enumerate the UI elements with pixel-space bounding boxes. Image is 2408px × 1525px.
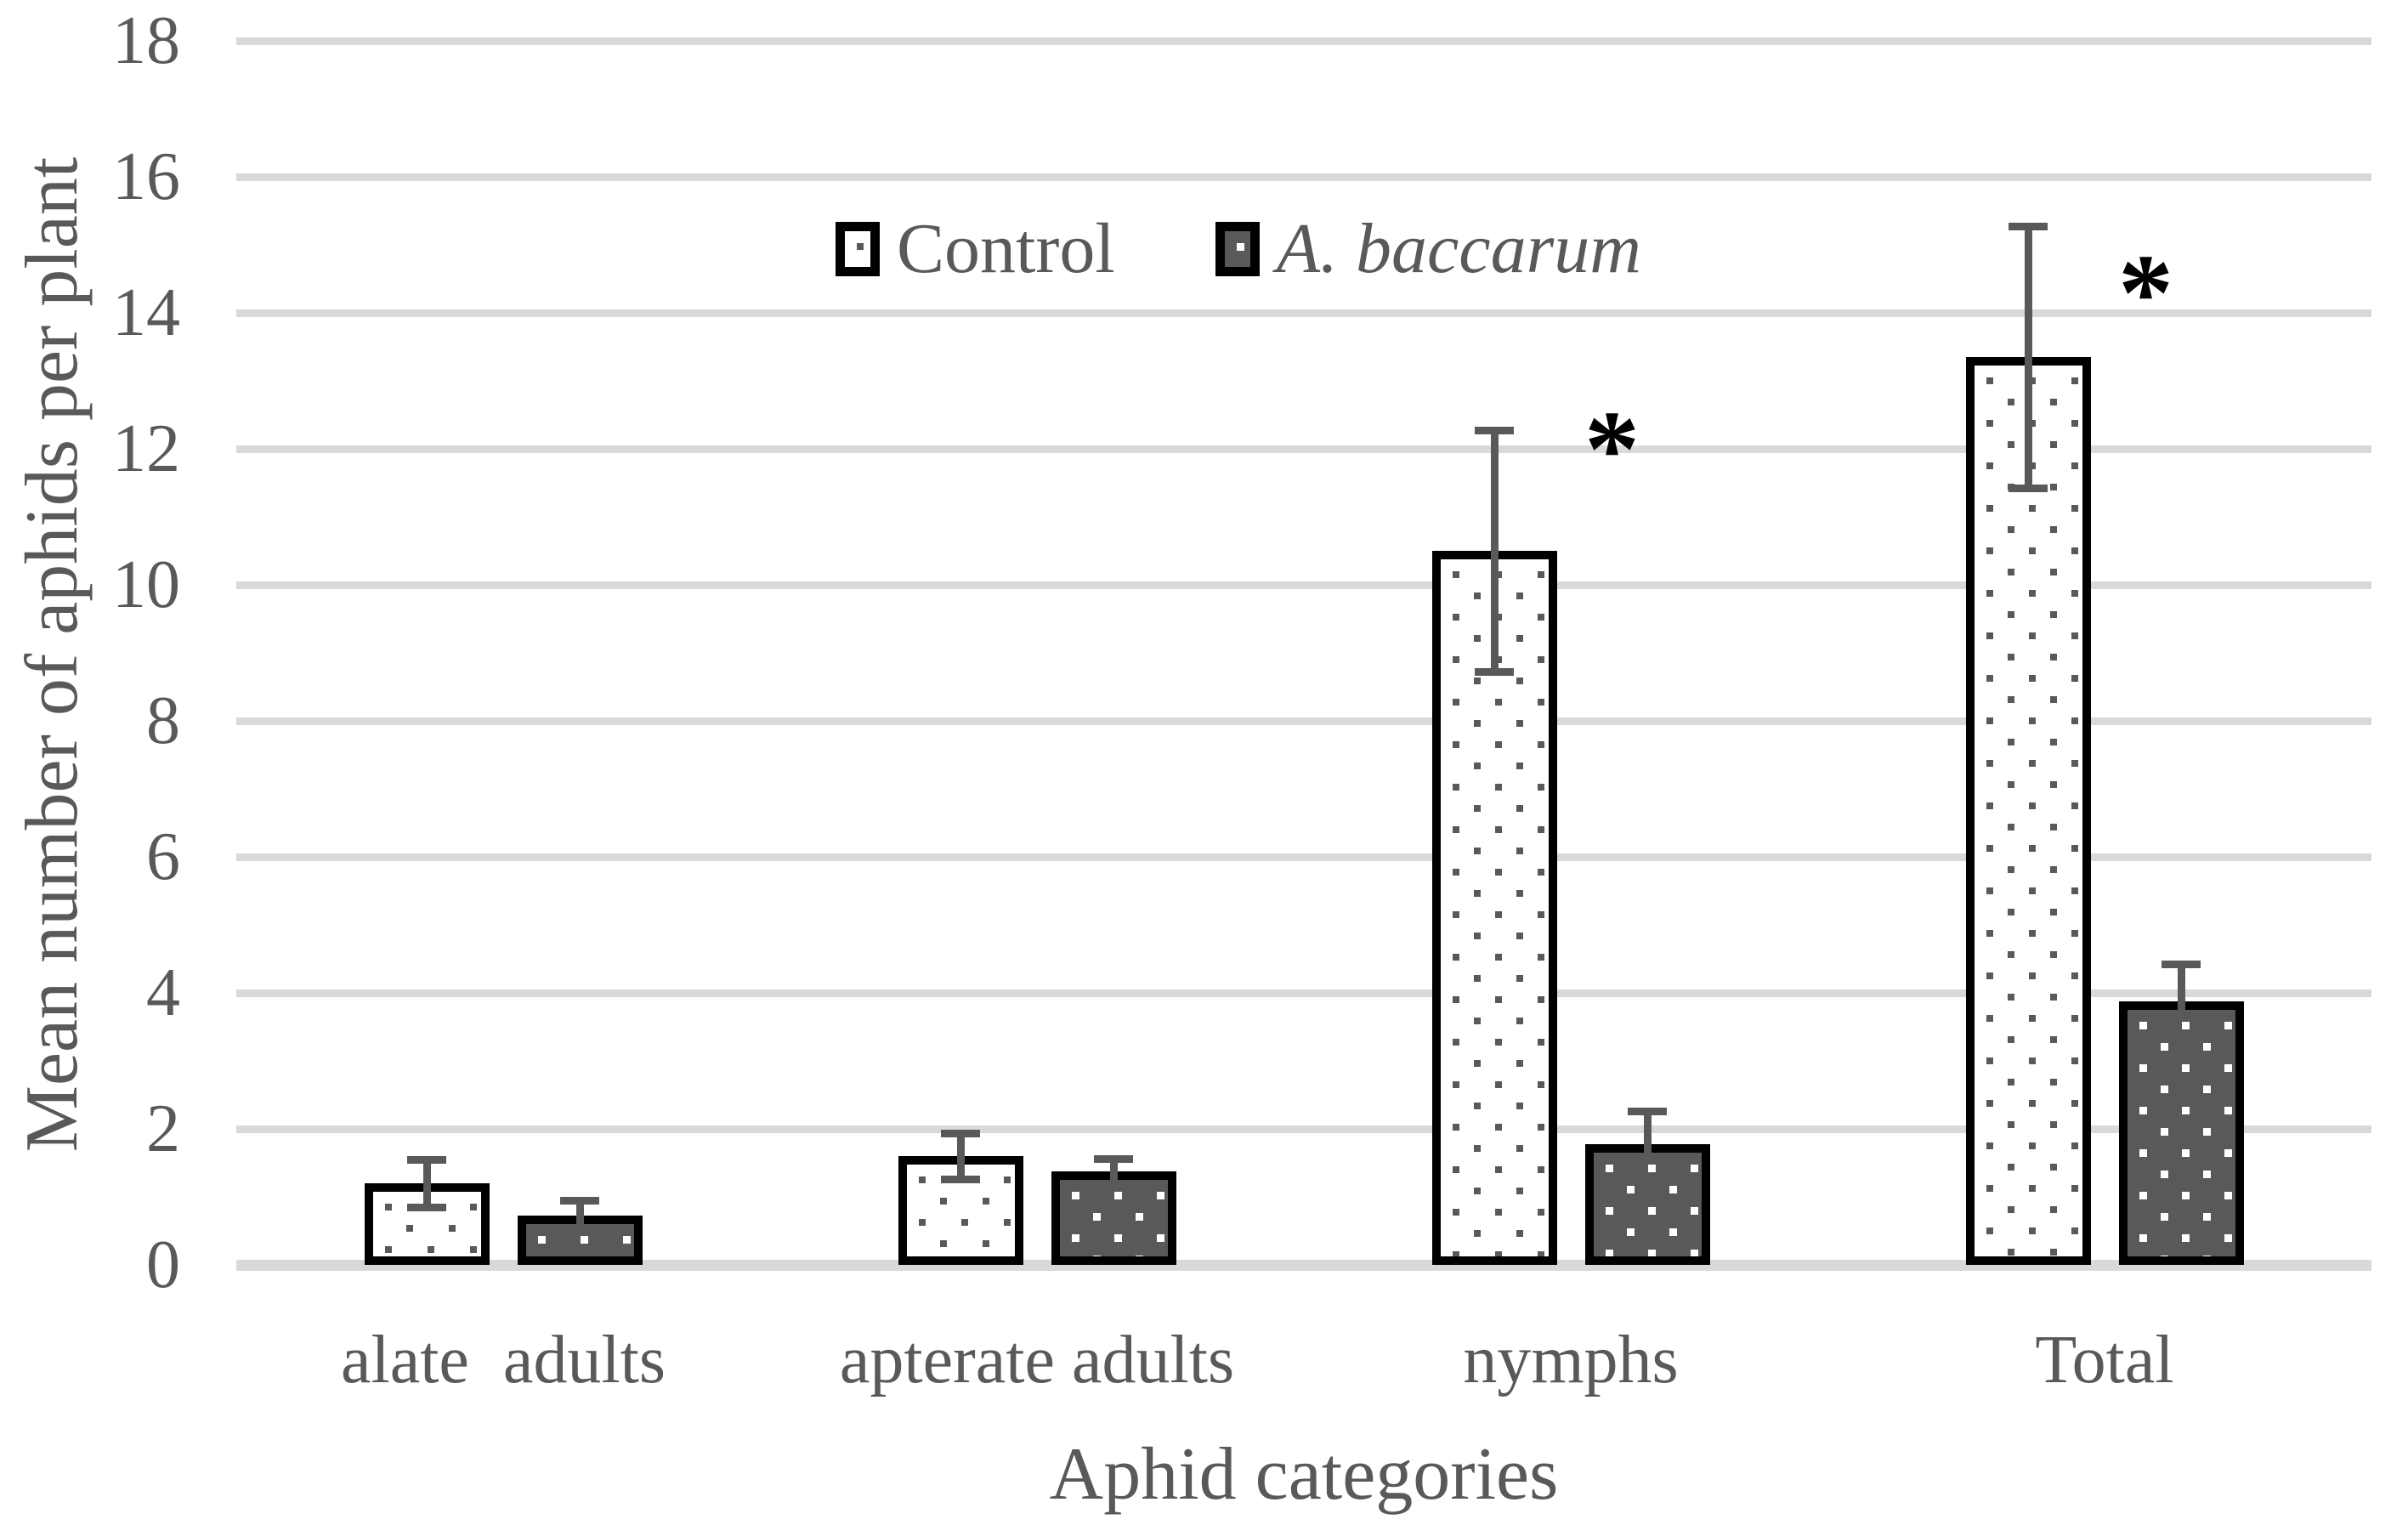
bar-abaccarum-Total [2118, 1001, 2244, 1265]
error-bar-stem [1109, 1159, 1118, 1180]
gridline-y-8 [236, 717, 2371, 725]
significance-asterisk-nymphs: * [1584, 388, 1640, 511]
gridline-y-10 [236, 581, 2371, 589]
error-bar-top-cap [1094, 1155, 1133, 1164]
legend-label-abaccarum: A. baccarum [1276, 209, 1641, 288]
y-axis-title: Mean number of aphids per plant [11, 156, 93, 1153]
legend-item-abaccarum: A. baccarum [1215, 209, 1641, 289]
error-bar-stem [422, 1159, 431, 1207]
y-tick-label-16: 16 [112, 139, 180, 214]
error-bar-top-cap [407, 1156, 446, 1164]
bar-control-nymphs [1431, 551, 1557, 1265]
error-bar-stem [1490, 429, 1499, 672]
error-bar-top-cap [941, 1129, 980, 1137]
error-bar-stem [1643, 1111, 1652, 1153]
bar-abaccarum-nymphs [1584, 1143, 1710, 1265]
gridline-y-16 [236, 173, 2371, 181]
gridline-y-4 [236, 989, 2371, 997]
y-tick-label-2: 2 [146, 1091, 180, 1166]
gridline-y-2 [236, 1125, 2371, 1133]
legend-label-control: Control [897, 209, 1115, 288]
error-bar-stem [956, 1132, 965, 1180]
category-label-apterate-adults: apterate adults [839, 1323, 1235, 1397]
gridline-y-18 [236, 37, 2371, 45]
error-bar-stem [2177, 963, 2185, 1011]
y-tick-label-10: 10 [112, 547, 180, 622]
y-tick-label-14: 14 [112, 275, 180, 350]
y-tick-label-8: 8 [146, 683, 180, 758]
plot-area [236, 37, 2371, 1271]
significance-asterisk-Total: * [2118, 232, 2173, 354]
legend-swatch-abaccarum [1215, 222, 1260, 276]
y-tick-label-6: 6 [146, 819, 180, 894]
category-label-alate-adults: alate adults [340, 1323, 666, 1397]
error-bar-top-cap [2009, 222, 2048, 230]
error-bar-top-cap [1628, 1108, 1667, 1116]
bar-control-apterate-adults [898, 1156, 1023, 1265]
gridline-y-6 [236, 853, 2371, 861]
gridline-y-14 [236, 309, 2371, 317]
legend-swatch-control [836, 222, 880, 276]
y-tick-label-12: 12 [112, 411, 180, 486]
x-axis-baseline [236, 1260, 2371, 1271]
legend: Control A. baccarum [836, 209, 1641, 289]
x-axis-title: Aphid categories [1049, 1433, 1559, 1516]
y-tick-label-0: 0 [146, 1227, 180, 1302]
error-bar-bottom-cap [407, 1204, 446, 1211]
y-tick-label-4: 4 [146, 955, 180, 1030]
bar-abaccarum-alate-adults [517, 1216, 643, 1265]
legend-item-control: Control [836, 209, 1115, 289]
error-bar-stem [575, 1200, 584, 1225]
bar-control-Total [1965, 357, 2091, 1265]
error-bar-bottom-cap [2009, 485, 2048, 493]
error-bar-stem [2024, 225, 2032, 489]
y-tick-label-18: 18 [112, 3, 180, 78]
error-bar-top-cap [2162, 960, 2201, 968]
category-label-nymphs: nymphs [1463, 1323, 1679, 1397]
bar-abaccarum-apterate-adults [1051, 1171, 1176, 1265]
error-bar-bottom-cap [1475, 668, 1514, 677]
error-bar-top-cap [1475, 426, 1514, 434]
gridline-y-12 [236, 445, 2371, 453]
error-bar-bottom-cap [941, 1176, 980, 1184]
error-bar-top-cap [560, 1197, 599, 1205]
category-label-Total: Total [2035, 1323, 2174, 1397]
